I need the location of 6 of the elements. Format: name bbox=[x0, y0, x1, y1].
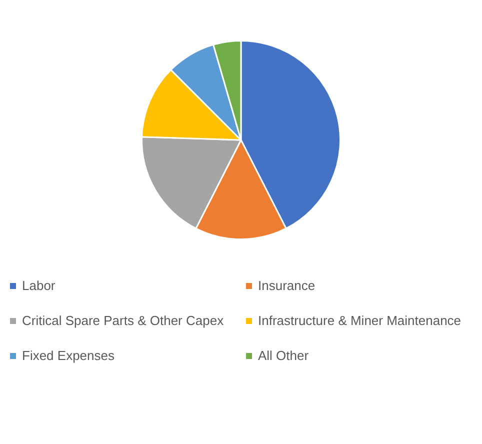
legend-label: Labor bbox=[22, 278, 56, 293]
legend-label: All Other bbox=[258, 348, 309, 363]
legend-label: Critical Spare Parts & Other Capex bbox=[22, 313, 224, 328]
legend-label: Insurance bbox=[258, 278, 316, 293]
legend-label: Infrastructure & Miner Maintenance bbox=[258, 313, 462, 328]
legend-label: Fixed Expenses bbox=[22, 348, 114, 363]
